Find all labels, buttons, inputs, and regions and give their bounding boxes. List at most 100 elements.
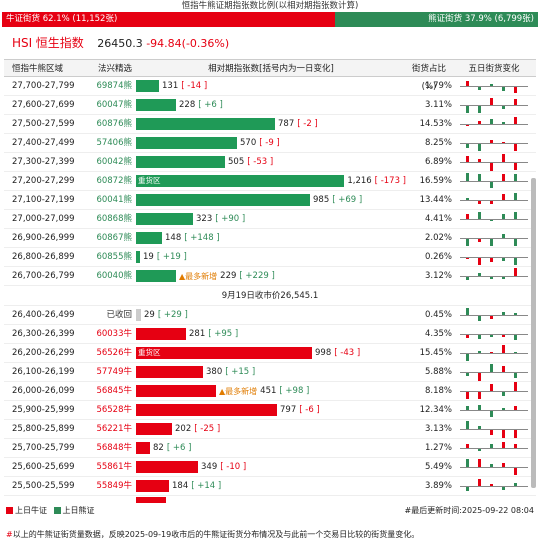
code-cell[interactable]: 55849牛 [96, 480, 132, 491]
code-cell[interactable]: 60855熊 [96, 251, 132, 262]
sparkline-bar [502, 429, 505, 438]
sparkline-bar [490, 351, 493, 353]
table-row[interactable]: 26,000-26,099 56845牛 ▲最多新增 451[ +98 ] 8.18% [4, 381, 536, 401]
scrollbar[interactable] [531, 178, 536, 488]
sparkline-baseline [460, 218, 528, 220]
share-cell: 12.34% [419, 404, 452, 415]
code-cell[interactable]: 56845牛 [96, 385, 132, 396]
code-cell[interactable]: 56526牛 [96, 347, 132, 358]
range-cell: 25,700-25,799 [12, 442, 75, 453]
five-day-change [456, 248, 532, 267]
five-day-sparkline [456, 344, 532, 363]
table-row[interactable]: 25,600-25,699 55861牛 349[ -10 ] 5.49% [4, 458, 536, 477]
contracts-bar [136, 328, 186, 340]
table-row[interactable]: 27,300-27,399 60042熊 505[ -53 ] 6.89% [4, 153, 536, 172]
code-cell[interactable]: 56221牛 [96, 423, 132, 434]
bear-rows: 27,700-27,799 69874熊 131[ -14 ] 1.79% 27,600… [4, 77, 536, 286]
share-cell: 13.44% [419, 194, 452, 205]
sparkline-bar [502, 276, 505, 279]
table-row[interactable]: 25,900-25,999 56528牛 797[ -6 ] 12.34% [4, 401, 536, 420]
contracts-delta: [ +14 ] [191, 480, 222, 491]
table-row[interactable]: 26,200-26,299 56526牛 重货区 998[ -43 ] 15.45% [4, 344, 536, 363]
code-cell[interactable]: 60041熊 [96, 194, 132, 205]
code-cell[interactable]: 60040熊 [96, 270, 132, 281]
code-cell[interactable]: 55861牛 [96, 461, 132, 472]
footnote: #以上的牛熊证街货量数据，反映2025-09-19收市后的牛熊证街货分布情况及与… [6, 530, 420, 539]
sparkline-bar [466, 353, 469, 361]
five-day-sparkline [456, 381, 532, 401]
sparkline-bar [502, 141, 505, 143]
code-cell[interactable]: 56528牛 [96, 404, 132, 415]
sparkline-bar [490, 118, 493, 124]
sparkline-bar [478, 334, 481, 339]
code-cell[interactable]: 56848牛 [96, 442, 132, 453]
range-cell: 26,100-26,199 [12, 366, 75, 377]
range-cell: 26,200-26,299 [12, 347, 75, 358]
sparkline-bar [490, 363, 493, 372]
table-row[interactable]: 25,500-25,599 55849牛 184[ +14 ] 3.89% [4, 477, 536, 496]
sparkline-baseline [460, 447, 528, 449]
contracts-bar [136, 118, 275, 130]
code-cell[interactable]: 60868熊 [96, 213, 132, 224]
code-cell[interactable]: 已收回 [106, 309, 132, 320]
code-cell[interactable]: 60872熊 [96, 175, 132, 186]
sparkline-bar [514, 211, 517, 219]
table-row[interactable]: 27,200-27,299 60872熊 重货区 1,216[ -173 ] 16.59… [4, 172, 536, 191]
contracts-value: 281 [189, 328, 206, 339]
five-day-change [456, 306, 532, 325]
code-cell[interactable]: 60047熊 [96, 99, 132, 110]
sparkline-bar [514, 467, 517, 475]
share-cell: 3.89% [424, 480, 452, 491]
five-day-sparkline [456, 96, 532, 115]
bar-wrap: 82[ +6 ] [136, 439, 406, 458]
sparkline-bar [466, 105, 469, 113]
sparkline-bar [514, 351, 517, 353]
sparkline-bar [514, 267, 517, 276]
table-row[interactable]: 27,600-27,699 60047熊 228[ +6 ] 3.11% [4, 96, 536, 115]
table-row[interactable]: 26,700-26,799 60040熊 ▲最多新增 229[ +229 ] 3.12% [4, 267, 536, 286]
sparkline-baseline [460, 390, 528, 392]
contracts-bar [136, 442, 150, 454]
sparkline-bar [466, 213, 469, 219]
contracts-cell: 323[ +90 ] [136, 210, 406, 229]
table-row[interactable]: 26,400-26,499 已收回 29[ +29 ] 0.45% [4, 306, 536, 325]
table-row[interactable]: 26,900-26,999 60867熊 148[ +148 ] 2.02% [4, 229, 536, 248]
table-row[interactable]: 27,700-27,799 69874熊 131[ -14 ] 1.79% [4, 77, 536, 96]
table-row[interactable]: 27,500-27,599 60876熊 787[ -2 ] 14.53% [4, 115, 536, 134]
header-range: 恒指牛熊区域 [12, 64, 64, 74]
table-row[interactable]: 27,100-27,199 60041熊 985[ +69 ] 13.44% [4, 191, 536, 210]
bar-wrap: 148[ +148 ] [136, 229, 406, 248]
code-cell[interactable]: 57749牛 [96, 366, 132, 377]
share-cell: 2.02% [424, 232, 452, 243]
table-row[interactable]: 27,400-27,499 57406熊 570[ -9 ] 8.25% [4, 134, 536, 153]
contracts-cell: 281[ +95 ] [136, 325, 406, 344]
table-row[interactable]: 26,300-26,399 60033牛 281[ +95 ] 4.35% [4, 325, 536, 344]
table-row[interactable]: 26,100-26,199 57749牛 380[ +15 ] 5.88% [4, 363, 536, 382]
code-cell[interactable]: 69874熊 [96, 80, 132, 91]
sparkline-bar [478, 315, 481, 321]
range-cell: 25,600-25,699 [12, 461, 75, 472]
code-cell[interactable]: 60867熊 [96, 232, 132, 243]
contracts-cell: ▲最多新增 451[ +98 ] [136, 382, 406, 401]
code-cell[interactable]: 57406熊 [96, 137, 132, 148]
sparkline-bar [478, 86, 481, 90]
table-row[interactable]: 26,800-26,899 60855熊 19[ +19 ] 0.26% [4, 248, 536, 267]
sparkline-bar [478, 143, 481, 151]
five-day-change [456, 210, 532, 229]
header-code: 法兴精选 [97, 64, 132, 74]
table-row[interactable]: 25,700-25,799 56848牛 82[ +6 ] 1.27% [4, 439, 536, 458]
five-day-sparkline [456, 134, 532, 153]
table-row[interactable]: 27,000-27,099 60868熊 323[ +90 ] 4.41% [4, 210, 536, 229]
code-cell[interactable]: 60876熊 [96, 118, 132, 129]
code-cell[interactable]: 60033牛 [96, 328, 132, 339]
code-cell[interactable]: 60042熊 [96, 156, 132, 167]
index-code: HSI [12, 36, 33, 50]
sparkline-bar [502, 391, 505, 396]
contracts-delta: [ +6 ] [166, 442, 192, 453]
sparkline-baseline [460, 314, 528, 316]
five-day-change [456, 172, 532, 191]
table-row[interactable]: 25,800-25,899 56221牛 202[ -25 ] 3.13% [4, 420, 536, 439]
contracts-value: 797 [280, 404, 297, 415]
sparkline-bar [466, 124, 469, 126]
five-day-change [456, 267, 532, 286]
